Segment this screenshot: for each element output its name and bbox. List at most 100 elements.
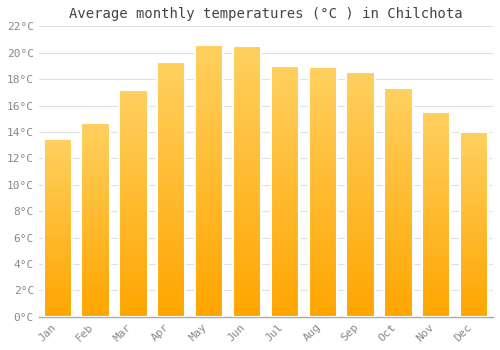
- Title: Average monthly temperatures (°C ) in Chilchota: Average monthly temperatures (°C ) in Ch…: [69, 7, 462, 21]
- Bar: [233, 122, 261, 127]
- Bar: [346, 82, 375, 87]
- Bar: [346, 87, 375, 92]
- Bar: [44, 185, 72, 188]
- Bar: [384, 289, 412, 294]
- Bar: [308, 162, 337, 167]
- Bar: [82, 305, 110, 309]
- Bar: [44, 149, 72, 153]
- Bar: [157, 281, 186, 286]
- Bar: [195, 262, 224, 268]
- Bar: [346, 165, 375, 170]
- Bar: [119, 244, 148, 248]
- Bar: [346, 117, 375, 121]
- Bar: [460, 280, 488, 284]
- Bar: [346, 263, 375, 268]
- Bar: [82, 309, 110, 313]
- Bar: [308, 137, 337, 142]
- Bar: [233, 312, 261, 317]
- Bar: [44, 228, 72, 231]
- Bar: [460, 302, 488, 306]
- Bar: [422, 186, 450, 190]
- Bar: [384, 175, 412, 180]
- Bar: [270, 216, 299, 222]
- Bar: [82, 123, 110, 317]
- Bar: [308, 122, 337, 127]
- Bar: [195, 208, 224, 213]
- Bar: [82, 158, 110, 161]
- Bar: [308, 182, 337, 187]
- Bar: [233, 144, 261, 149]
- Bar: [82, 127, 110, 131]
- Bar: [308, 312, 337, 317]
- Bar: [195, 164, 224, 170]
- Bar: [157, 82, 186, 88]
- Bar: [233, 262, 261, 268]
- Bar: [119, 294, 148, 299]
- Bar: [44, 302, 72, 306]
- Bar: [195, 289, 224, 295]
- Bar: [308, 157, 337, 162]
- Bar: [119, 153, 148, 158]
- Bar: [346, 287, 375, 292]
- Bar: [384, 230, 412, 235]
- Bar: [308, 277, 337, 282]
- Bar: [157, 276, 186, 281]
- Bar: [346, 195, 375, 200]
- Bar: [460, 220, 488, 224]
- Bar: [195, 214, 224, 219]
- Bar: [460, 154, 488, 158]
- Bar: [119, 135, 148, 140]
- Bar: [422, 124, 450, 128]
- Bar: [119, 149, 148, 153]
- Bar: [119, 112, 148, 117]
- Bar: [44, 153, 72, 156]
- Bar: [233, 133, 261, 138]
- Bar: [422, 177, 450, 182]
- Bar: [308, 107, 337, 112]
- Bar: [346, 170, 375, 175]
- Bar: [44, 285, 72, 288]
- Bar: [460, 132, 488, 317]
- Bar: [157, 189, 186, 195]
- Bar: [384, 88, 412, 93]
- Bar: [346, 141, 375, 146]
- Bar: [308, 172, 337, 177]
- Bar: [233, 127, 261, 133]
- Bar: [460, 143, 488, 147]
- Bar: [233, 225, 261, 230]
- Bar: [157, 154, 186, 159]
- Bar: [82, 150, 110, 154]
- Bar: [119, 103, 148, 108]
- Bar: [44, 299, 72, 302]
- Bar: [44, 245, 72, 249]
- Bar: [384, 271, 412, 276]
- Bar: [384, 93, 412, 98]
- Bar: [270, 146, 299, 151]
- Bar: [157, 67, 186, 72]
- Bar: [308, 142, 337, 147]
- Bar: [195, 192, 224, 197]
- Bar: [82, 208, 110, 212]
- Bar: [44, 224, 72, 228]
- Bar: [82, 228, 110, 231]
- Bar: [346, 224, 375, 229]
- Bar: [422, 313, 450, 317]
- Bar: [422, 292, 450, 296]
- Bar: [82, 154, 110, 158]
- Bar: [157, 62, 186, 67]
- Bar: [157, 312, 186, 317]
- Bar: [384, 88, 412, 317]
- Bar: [346, 239, 375, 244]
- Bar: [422, 309, 450, 313]
- Bar: [384, 134, 412, 139]
- Bar: [384, 157, 412, 161]
- Bar: [460, 254, 488, 258]
- Bar: [119, 185, 148, 190]
- Bar: [384, 234, 412, 239]
- Bar: [157, 266, 186, 271]
- Bar: [308, 242, 337, 247]
- Bar: [157, 62, 186, 317]
- Bar: [270, 116, 299, 121]
- Bar: [460, 295, 488, 298]
- Bar: [460, 132, 488, 317]
